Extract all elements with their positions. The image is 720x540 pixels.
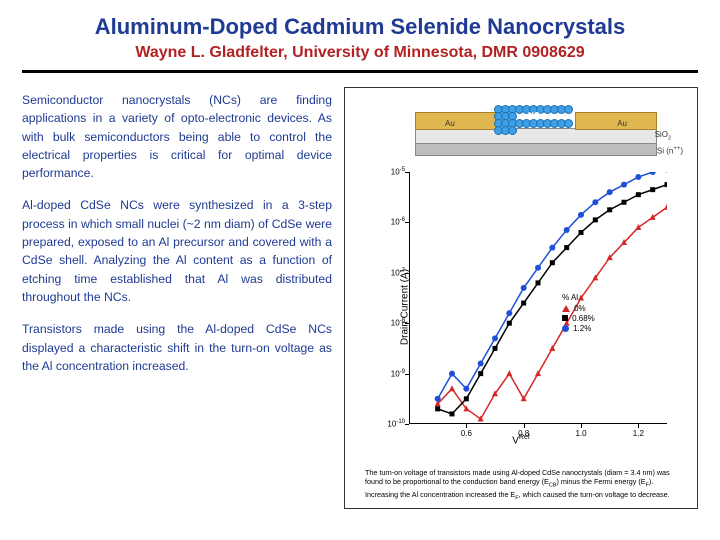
- marker: [449, 385, 455, 391]
- paragraph-2: Al-doped CdSe NCs were synthesized in a …: [22, 196, 332, 306]
- marker: [521, 301, 526, 306]
- marker: [506, 370, 512, 376]
- marker: [478, 371, 483, 376]
- si-label: Si (n++): [657, 146, 683, 156]
- marker: [650, 172, 656, 175]
- marker: [592, 199, 598, 205]
- au-label-right: Au: [617, 119, 627, 128]
- figure-box: Au Au NCs SiO2 Si (n++) Drain Current (A…: [344, 87, 698, 509]
- y-tick-label: 10-8: [383, 318, 405, 328]
- marker: [435, 396, 441, 402]
- sio2-label: SiO2: [655, 130, 671, 142]
- marker: [650, 187, 655, 192]
- marker: [521, 285, 527, 291]
- legend-marker-icon: [562, 305, 570, 312]
- marker: [536, 280, 541, 285]
- marker: [665, 182, 668, 187]
- marker: [506, 310, 512, 316]
- y-tick-label: 10-6: [383, 217, 405, 227]
- legend-title: % Al: [562, 293, 595, 302]
- slide-title: Aluminum-Doped Cadmium Selenide Nanocrys…: [22, 14, 698, 40]
- marker: [464, 396, 469, 401]
- y-tick-label: 10-5: [383, 167, 405, 177]
- legend-item: 0%: [562, 304, 595, 313]
- y-tick-mark: [405, 222, 409, 223]
- marker: [636, 192, 641, 197]
- marker: [664, 204, 667, 210]
- x-tick-label: 0.8: [518, 429, 529, 438]
- legend-marker-icon: [562, 315, 568, 321]
- x-tick-label: 1.2: [633, 429, 644, 438]
- ncs-label: NCs: [528, 111, 544, 120]
- x-tick-label: 1.0: [575, 429, 586, 438]
- legend-item: 1.2%: [562, 324, 595, 333]
- marker: [635, 224, 641, 230]
- marker: [621, 182, 627, 188]
- legend-label: 0.68%: [572, 314, 595, 323]
- marker: [593, 217, 598, 222]
- device-au-left: [415, 112, 497, 130]
- marker: [579, 230, 584, 235]
- x-tick-mark: [466, 424, 467, 428]
- x-tick-mark: [581, 424, 582, 428]
- marker: [607, 189, 613, 195]
- device-au-right: [575, 112, 657, 130]
- figure-caption: The turn-on voltage of transistors made …: [365, 468, 677, 502]
- marker: [478, 361, 484, 367]
- curves-svg: [409, 172, 667, 424]
- marker: [635, 174, 641, 180]
- y-tick-mark: [405, 172, 409, 173]
- marker: [550, 260, 555, 265]
- marker: [564, 227, 570, 233]
- marker: [449, 371, 455, 377]
- marker: [564, 245, 569, 250]
- legend-label: 0%: [574, 304, 586, 313]
- x-tick-mark: [524, 424, 525, 428]
- y-tick-label: 10-10: [383, 419, 405, 429]
- y-tick-label: 10-9: [383, 369, 405, 379]
- marker: [435, 406, 440, 411]
- marker: [450, 411, 455, 416]
- x-tick-mark: [638, 424, 639, 428]
- paragraph-3: Transistors made using the Al-doped CdSe…: [22, 320, 332, 375]
- x-tick-label: 0.6: [461, 429, 472, 438]
- device-si-layer: [415, 142, 657, 156]
- legend: % Al 0%0.68%1.2%: [562, 293, 595, 334]
- device-schematic: Au Au NCs SiO2 Si (n++): [405, 96, 667, 156]
- marker: [650, 214, 656, 220]
- marker: [492, 335, 498, 341]
- marker: [463, 386, 469, 392]
- content-row: Semiconductor nanocrystals (NCs) are fin…: [22, 87, 698, 509]
- divider: [22, 70, 698, 73]
- y-tick-label: 10-7: [383, 268, 405, 278]
- marker: [493, 346, 498, 351]
- marker: [507, 321, 512, 326]
- iv-chart: Drain Current (A) VRef % Al 0%0.68%1.2% …: [365, 166, 677, 448]
- y-tick-mark: [405, 374, 409, 375]
- legend-label: 1.2%: [573, 324, 591, 333]
- y-tick-mark: [405, 323, 409, 324]
- paragraph-1: Semiconductor nanocrystals (NCs) are fin…: [22, 91, 332, 182]
- marker: [607, 207, 612, 212]
- body-text: Semiconductor nanocrystals (NCs) are fin…: [22, 87, 332, 509]
- legend-marker-icon: [562, 325, 569, 332]
- y-tick-mark: [405, 273, 409, 274]
- legend-item: 0.68%: [562, 314, 595, 323]
- marker: [535, 265, 541, 271]
- marker: [578, 212, 584, 218]
- slide-subtitle: Wayne L. Gladfelter, University of Minne…: [22, 44, 698, 62]
- au-label-left: Au: [445, 119, 455, 128]
- marker: [549, 245, 555, 251]
- series-1.2%: [438, 172, 667, 399]
- marker: [622, 200, 627, 205]
- y-tick-mark: [405, 424, 409, 425]
